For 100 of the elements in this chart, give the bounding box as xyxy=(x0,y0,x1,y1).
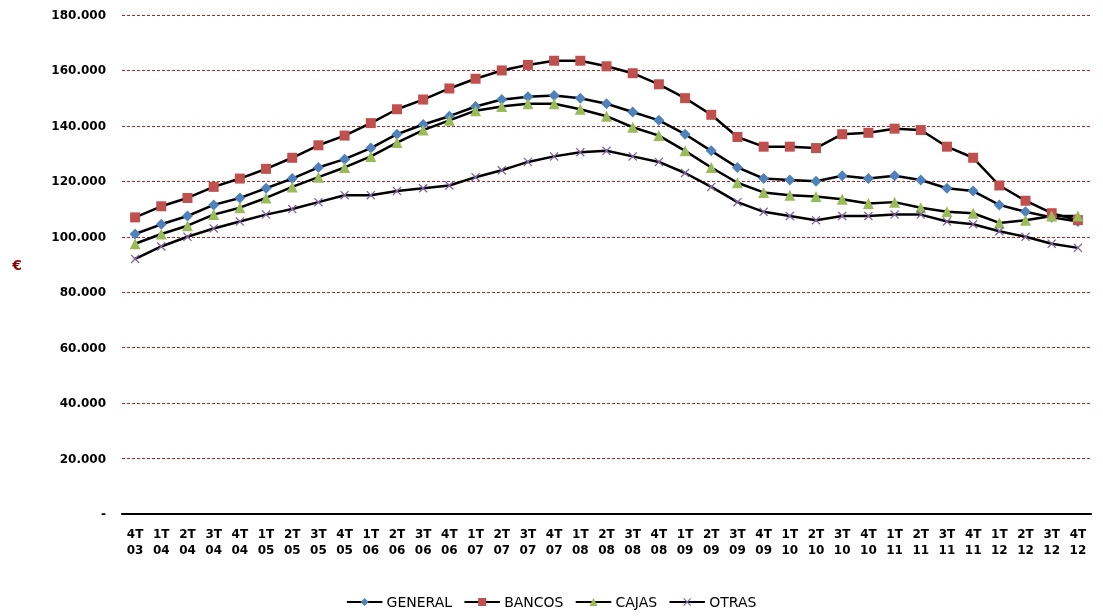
point xyxy=(862,173,874,185)
point xyxy=(862,198,874,210)
y-tick-label: 140.000 xyxy=(51,118,106,133)
point xyxy=(653,79,664,90)
x-tick-label: 4T 03 xyxy=(126,527,145,557)
point xyxy=(339,161,351,173)
point xyxy=(391,137,403,149)
point xyxy=(522,59,533,70)
x-tick-label: 3T 04 xyxy=(205,527,223,557)
point xyxy=(286,181,298,193)
point xyxy=(391,128,403,140)
point xyxy=(418,94,429,105)
point xyxy=(574,103,586,115)
point xyxy=(731,161,743,173)
point xyxy=(208,199,220,211)
point xyxy=(444,83,455,94)
x-tick-label: 4T 06 xyxy=(441,527,459,557)
point xyxy=(260,182,272,194)
x-tick-label: 3T 11 xyxy=(938,527,957,557)
point xyxy=(967,185,979,197)
point xyxy=(706,182,716,192)
point xyxy=(941,182,953,194)
point xyxy=(837,211,847,221)
x-tick-label: 2T 10 xyxy=(807,527,826,557)
point xyxy=(705,145,717,157)
legend-label: CAJAS xyxy=(615,594,658,610)
point xyxy=(811,215,821,225)
point xyxy=(156,241,166,251)
x-tick-label: 4T 05 xyxy=(336,527,354,557)
point xyxy=(313,197,323,207)
point xyxy=(863,127,874,138)
point xyxy=(548,89,560,101)
y-tick-label: 160.000 xyxy=(51,63,106,78)
x-tick-label: 2T 04 xyxy=(179,527,197,557)
x-tick-label: 3T 10 xyxy=(833,527,852,557)
point xyxy=(181,210,193,222)
x-tick-label: 4T 12 xyxy=(1069,527,1087,557)
y-tick-label: 40.000 xyxy=(59,396,106,411)
point xyxy=(339,130,350,141)
x-tick-label: 3T 09 xyxy=(729,527,747,557)
y-tick-label: 120.000 xyxy=(51,174,106,189)
point xyxy=(732,197,742,207)
point xyxy=(1020,206,1032,218)
legend-label: OTRAS xyxy=(709,594,757,610)
point xyxy=(627,68,638,79)
point xyxy=(732,131,743,142)
x-tick-label: 1T 11 xyxy=(886,527,904,557)
x-tick-label: 1T 09 xyxy=(676,527,695,557)
point xyxy=(391,104,402,115)
point xyxy=(627,121,639,133)
point xyxy=(286,173,298,185)
point xyxy=(602,146,611,156)
point xyxy=(916,210,926,220)
point xyxy=(836,170,848,182)
point xyxy=(653,130,665,142)
point xyxy=(941,206,953,218)
point xyxy=(261,210,271,220)
point xyxy=(889,196,901,208)
y-tick-label: 80.000 xyxy=(59,285,106,300)
x-tick-label: 3T 06 xyxy=(414,527,433,557)
point xyxy=(417,124,429,136)
x-tick-label: 2T 08 xyxy=(598,527,616,557)
x-tick-label: 4T 04 xyxy=(231,527,249,557)
x-tick-label: 1T 12 xyxy=(990,527,1009,557)
point xyxy=(522,98,534,110)
point xyxy=(234,192,246,204)
point xyxy=(234,173,245,184)
point xyxy=(889,123,900,134)
point xyxy=(365,142,377,154)
x-tick-label: 4T 10 xyxy=(860,527,878,557)
point xyxy=(915,174,927,186)
point xyxy=(496,100,508,112)
x-tick-label: 2T 09 xyxy=(702,527,721,557)
point xyxy=(836,193,848,205)
point xyxy=(889,170,901,182)
x-tick-label: 4T 09 xyxy=(755,527,773,557)
point xyxy=(365,118,376,129)
point xyxy=(759,207,769,217)
point xyxy=(130,212,141,223)
x-tick-label: 4T 11 xyxy=(964,527,983,557)
point xyxy=(706,109,717,120)
point xyxy=(129,228,141,240)
point xyxy=(129,238,141,250)
point xyxy=(471,172,481,182)
point xyxy=(260,192,272,204)
point xyxy=(863,211,873,221)
x-tick-label: 1T 04 xyxy=(152,527,171,557)
point xyxy=(810,175,822,187)
x-tick-label: 4T 08 xyxy=(650,527,668,557)
point xyxy=(208,181,219,192)
point xyxy=(994,180,1005,191)
legend-label: BANCOS xyxy=(504,594,564,610)
point xyxy=(1021,232,1031,242)
point xyxy=(784,141,795,152)
point xyxy=(234,202,246,214)
point xyxy=(470,105,482,117)
point xyxy=(1020,214,1032,226)
point xyxy=(549,55,560,66)
point xyxy=(758,173,770,185)
x-tick-label: 1T 08 xyxy=(571,527,590,557)
